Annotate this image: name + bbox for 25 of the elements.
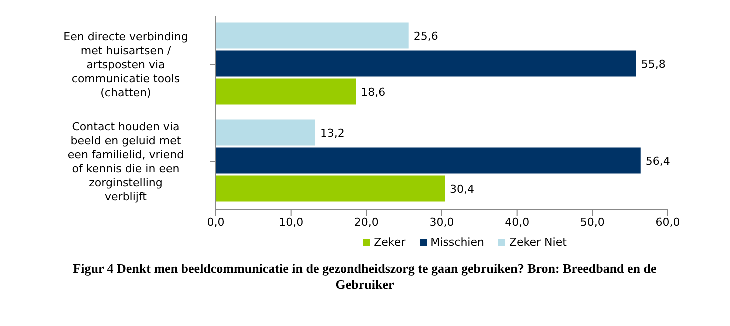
legend-label: Misschien <box>430 236 484 249</box>
data-label: 30,4 <box>450 182 475 196</box>
y-tick-label: Contact houden via beeld en geluid met een familielid, vriend of kennis die in een zorginstelling verblijft <box>68 120 184 204</box>
y-tick-label: Een directe verbinding met huisartsen / artsposten via communicatie tools (chatten) <box>64 30 188 100</box>
bar <box>216 148 641 174</box>
data-label: 25,6 <box>414 30 438 43</box>
x-tick-label: 20,0 <box>354 216 379 229</box>
data-label: 13,2 <box>320 126 345 140</box>
text: Figur 4 Denkt men beeldcommunicatie in de gezondheidszorg te gaan gebruiken? Bron: Breedband en de Gebruiker <box>72 261 658 293</box>
x-tick-label: 40,0 <box>505 216 530 229</box>
data-label: 56,4 <box>646 154 670 168</box>
bar <box>216 78 356 105</box>
data-label: 18,6 <box>361 86 386 99</box>
bar <box>216 176 446 202</box>
legend-label: Zeker <box>373 236 406 249</box>
bar <box>216 50 636 77</box>
x-tick-label: 10,0 <box>279 216 304 229</box>
data-label: 55,8 <box>641 58 666 71</box>
legend-label: Zeker Niet <box>508 236 567 249</box>
x-tick-label: 60,0 <box>656 216 680 229</box>
x-tick-label: 0,0 <box>207 216 225 229</box>
x-tick-label: 50,0 <box>580 216 605 229</box>
bar <box>216 22 409 49</box>
x-tick-label: 30,0 <box>430 216 454 229</box>
bar <box>216 120 316 146</box>
